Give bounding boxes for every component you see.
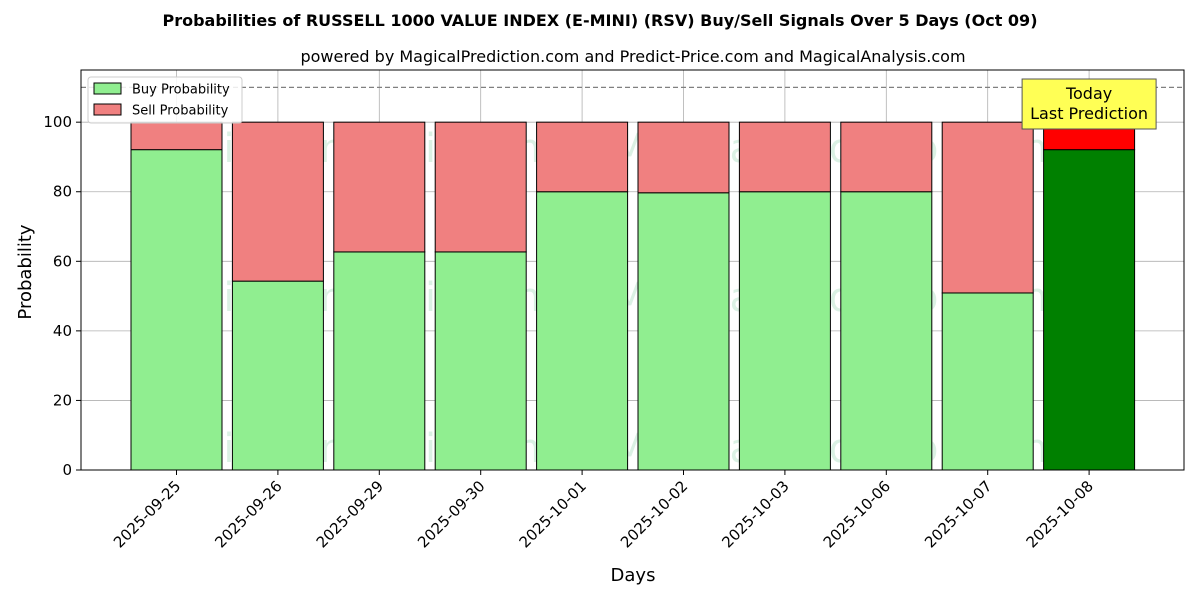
y-tick-label: 0 — [62, 461, 72, 479]
chart-title: Probabilities of RUSSELL 1000 VALUE INDE… — [162, 11, 1037, 30]
today-annotation-box — [1021, 78, 1157, 130]
plot-area: MagicalAnalysis.comMagicalPrediction.com… — [43, 69, 1185, 551]
sell-bar — [130, 121, 223, 151]
x-tick-label: 2025-09-25 — [110, 477, 184, 551]
legend-box — [87, 76, 243, 124]
buy-bar — [941, 292, 1034, 471]
y-tick-label: 100 — [43, 113, 72, 131]
legend-label-buy: Buy Probability — [132, 83, 230, 98]
y-tick-label: 20 — [53, 391, 72, 409]
x-tick-label: 2025-10-08 — [1023, 477, 1097, 551]
sell-bar — [231, 121, 324, 282]
legend-label-sell: Sell Probability — [132, 104, 229, 119]
x-tick-label: 2025-09-30 — [414, 477, 488, 551]
y-tick-label: 60 — [53, 252, 72, 270]
legend-swatch-buy — [93, 82, 122, 95]
sell-bar — [637, 121, 730, 194]
sell-bar — [840, 121, 933, 193]
chart-subtitle: powered by MagicalPrediction.com and Pre… — [300, 47, 965, 66]
buy-bar — [738, 191, 831, 471]
sell-bar — [941, 121, 1034, 294]
x-tick-label: 2025-10-03 — [718, 477, 792, 551]
today-annotation-text: Today — [1065, 84, 1112, 103]
buy-bar — [637, 192, 730, 471]
buy-bar — [1043, 149, 1136, 471]
legend-swatch-sell — [93, 103, 122, 116]
x-tick-label: 2025-09-29 — [313, 477, 387, 551]
x-tick-label: 2025-10-01 — [516, 477, 590, 551]
x-tick-label: 2025-09-26 — [211, 477, 285, 551]
y-tick-label: 40 — [53, 322, 72, 340]
x-tick-label: 2025-10-02 — [617, 477, 691, 551]
buy-bar — [231, 280, 324, 471]
x-tick-label: 2025-10-06 — [820, 477, 894, 551]
y-axis-label: Probability — [15, 224, 36, 319]
y-tick-label: 80 — [53, 183, 72, 201]
x-tick-label: 2025-10-07 — [921, 477, 995, 551]
buy-bar — [333, 251, 426, 471]
x-axis-label: Days — [611, 565, 656, 586]
sell-bar — [333, 121, 426, 253]
buy-bar — [130, 149, 223, 471]
today-annotation-text: Last Prediction — [1030, 104, 1148, 123]
buy-bar — [536, 191, 629, 471]
sell-bar — [738, 121, 831, 193]
sell-bar — [536, 121, 629, 193]
buy-bar — [434, 251, 527, 471]
axes-frame — [80, 69, 1185, 471]
sell-bar — [434, 121, 527, 253]
buy-bar — [840, 191, 933, 471]
